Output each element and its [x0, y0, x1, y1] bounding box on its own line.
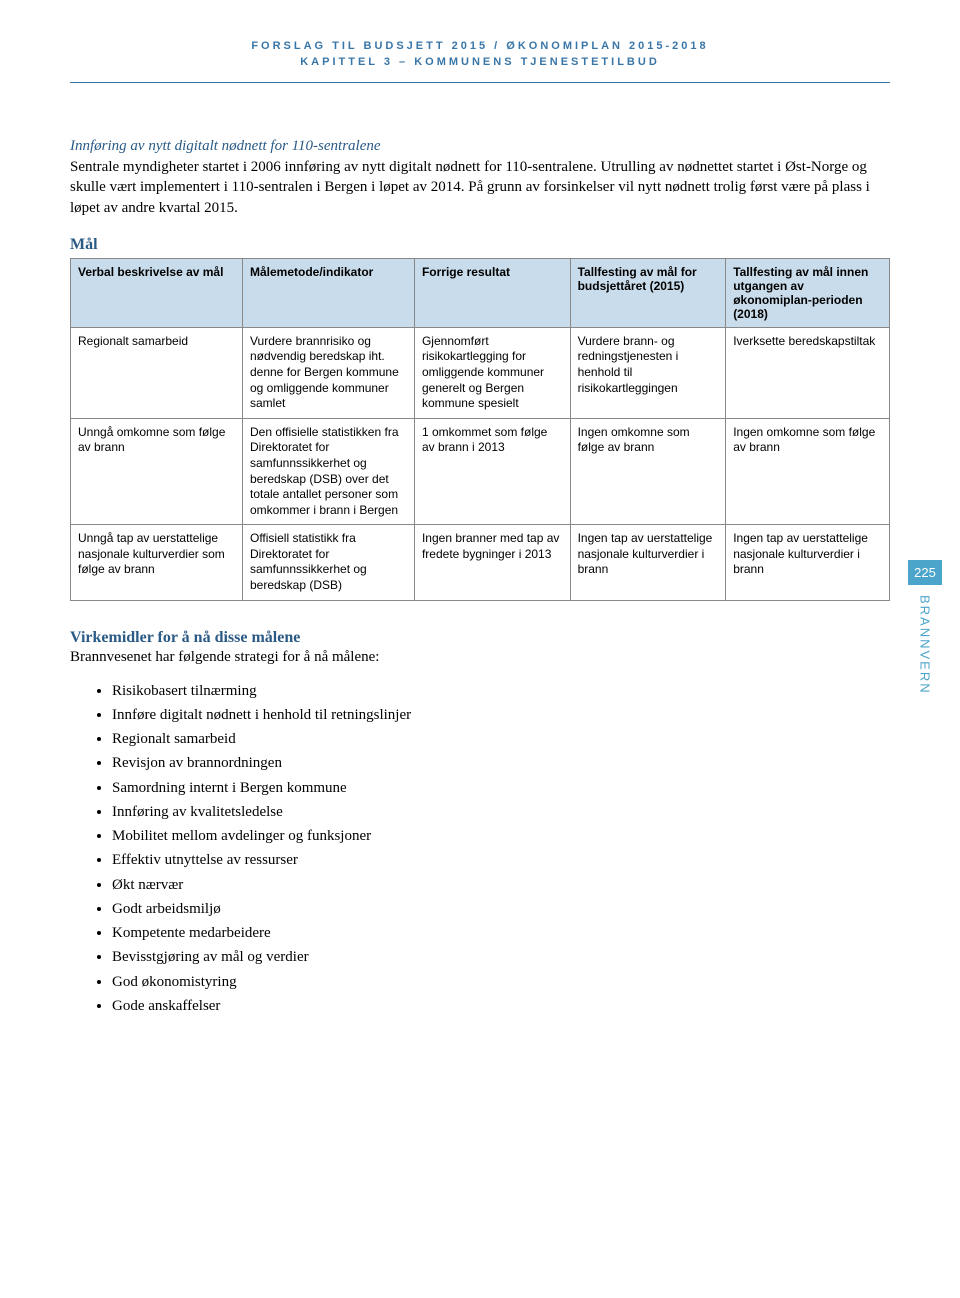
- table-row: Unngå omkomne som følge av brannDen offi…: [71, 418, 890, 525]
- list-item: Økt nærvær: [112, 874, 890, 897]
- section-paragraph: Sentrale myndigheter startet i 2006 innf…: [70, 157, 890, 218]
- page-number: 225: [908, 560, 942, 585]
- list-item: Innføring av kvalitetsledelse: [112, 801, 890, 824]
- list-item: Effektiv utnyttelse av ressurser: [112, 849, 890, 872]
- list-item: Gode anskaffelser: [112, 995, 890, 1018]
- table-cell: Vurdere brann- og redningstjenesten i he…: [570, 327, 726, 418]
- table-cell: Ingen branner med tap av fredete bygning…: [414, 525, 570, 600]
- table-cell: Offisiell statistikk fra Direktoratet fo…: [242, 525, 414, 600]
- document-header: FORSLAG TIL BUDSJETT 2015 / ØKONOMIPLAN …: [70, 40, 890, 83]
- header-line-2: KAPITTEL 3 – KOMMUNENS TJENESTETILBUD: [70, 56, 890, 68]
- table-header-cell: Tallfesting av mål innen utgangen av øko…: [726, 258, 890, 327]
- list-item: Kompetente medarbeidere: [112, 922, 890, 945]
- table-cell: Vurdere brannrisiko og nødvendig beredsk…: [242, 327, 414, 418]
- virkemidler-heading: Virkemidler for å nå disse målene: [70, 629, 890, 647]
- table-header-cell: Verbal beskrivelse av mål: [71, 258, 243, 327]
- list-item: Bevisstgjøring av mål og verdier: [112, 946, 890, 969]
- mal-heading: Mål: [70, 236, 890, 254]
- table-cell: Gjennomført risikokartlegging for omligg…: [414, 327, 570, 418]
- side-section-label: BRANNVERN: [918, 591, 933, 695]
- table-cell: Ingen omkomne som følge av brann: [726, 418, 890, 525]
- list-item: Risikobasert tilnærming: [112, 680, 890, 703]
- table-cell: Ingen tap av uerstattelige nasjonale kul…: [570, 525, 726, 600]
- table-cell: Ingen omkomne som følge av brann: [570, 418, 726, 525]
- virkemidler-intro: Brannvesenet har følgende strategi for å…: [70, 649, 890, 666]
- table-cell: Den offisielle statistikken fra Direktor…: [242, 418, 414, 525]
- list-item: Revisjon av brannordningen: [112, 752, 890, 775]
- side-tab: 225 BRANNVERN: [908, 560, 942, 695]
- list-item: Mobilitet mellom avdelinger og funksjone…: [112, 825, 890, 848]
- table-header-cell: Tallfesting av mål for budsjettåret (201…: [570, 258, 726, 327]
- table-row: Regionalt samarbeidVurdere brannrisiko o…: [71, 327, 890, 418]
- table-cell: Unngå tap av uerstattelige nasjonale kul…: [71, 525, 243, 600]
- table-cell: Ingen tap av uerstattelige nasjonale kul…: [726, 525, 890, 600]
- table-cell: 1 omkommet som følge av brann i 2013: [414, 418, 570, 525]
- table-header-row: Verbal beskrivelse av målMålemetode/indi…: [71, 258, 890, 327]
- section-heading: Innføring av nytt digitalt nødnett for 1…: [70, 138, 890, 155]
- goals-table: Verbal beskrivelse av målMålemetode/indi…: [70, 258, 890, 601]
- list-item: Innføre digitalt nødnett i henhold til r…: [112, 704, 890, 727]
- table-cell: Iverksette beredskapstiltak: [726, 327, 890, 418]
- header-rule: [70, 82, 890, 83]
- list-item: God økonomistyring: [112, 971, 890, 994]
- header-line-1: FORSLAG TIL BUDSJETT 2015 / ØKONOMIPLAN …: [70, 40, 890, 52]
- table-cell: Unngå omkomne som følge av brann: [71, 418, 243, 525]
- list-item: Regionalt samarbeid: [112, 728, 890, 751]
- table-header-cell: Målemetode/indikator: [242, 258, 414, 327]
- list-item: Godt arbeidsmiljø: [112, 898, 890, 921]
- table-row: Unngå tap av uerstattelige nasjonale kul…: [71, 525, 890, 600]
- table-cell: Regionalt samarbeid: [71, 327, 243, 418]
- table-header-cell: Forrige resultat: [414, 258, 570, 327]
- bullet-list: Risikobasert tilnærmingInnføre digitalt …: [112, 680, 890, 1019]
- list-item: Samordning internt i Bergen kommune: [112, 777, 890, 800]
- section-innforing: Innføring av nytt digitalt nødnett for 1…: [70, 138, 890, 218]
